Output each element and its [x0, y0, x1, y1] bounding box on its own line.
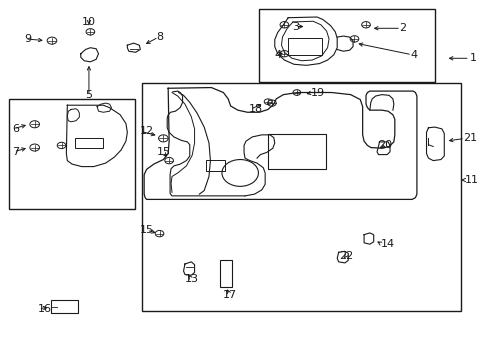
Text: 8: 8	[156, 32, 163, 42]
Bar	[142, 83, 461, 311]
Text: 1: 1	[470, 53, 477, 63]
Bar	[259, 9, 435, 82]
Text: 5: 5	[85, 90, 93, 100]
Text: 4: 4	[411, 50, 418, 60]
Text: 18: 18	[249, 104, 263, 114]
Text: 7: 7	[12, 147, 19, 157]
Bar	[220, 260, 232, 287]
Text: 19: 19	[311, 87, 325, 98]
Text: 6: 6	[12, 124, 19, 134]
Text: 12: 12	[139, 126, 153, 136]
Text: 9: 9	[24, 34, 31, 44]
Text: 21: 21	[464, 133, 478, 143]
Text: 13: 13	[185, 274, 199, 284]
Text: 2: 2	[399, 23, 406, 33]
Text: 17: 17	[222, 290, 237, 300]
Bar	[206, 160, 225, 171]
Text: 15: 15	[140, 225, 153, 235]
Text: 3: 3	[292, 22, 299, 32]
Text: 15: 15	[156, 148, 171, 157]
Text: 20: 20	[378, 140, 392, 150]
Bar	[9, 99, 135, 209]
Bar	[50, 300, 78, 313]
Bar	[268, 134, 326, 170]
Text: 14: 14	[380, 239, 394, 249]
Bar	[288, 38, 322, 55]
Bar	[74, 138, 103, 148]
Text: 11: 11	[465, 175, 479, 185]
Text: 16: 16	[38, 304, 51, 314]
Text: 4: 4	[275, 50, 282, 60]
Text: 22: 22	[339, 251, 353, 261]
Text: 10: 10	[82, 17, 96, 27]
